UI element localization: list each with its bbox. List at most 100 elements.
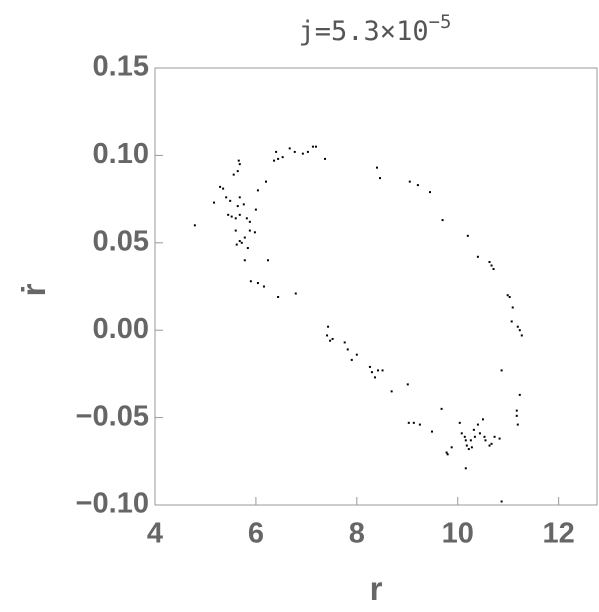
point [441, 219, 444, 222]
point [267, 259, 270, 262]
point [492, 268, 495, 271]
point [281, 156, 284, 159]
point [248, 220, 251, 223]
point [242, 203, 245, 206]
point [249, 280, 252, 283]
point [246, 247, 249, 250]
point [493, 435, 496, 438]
point [464, 467, 467, 470]
x-tick-label: 6 [248, 518, 264, 550]
point [428, 191, 431, 194]
point [355, 353, 358, 356]
point [408, 180, 411, 183]
point [520, 334, 523, 337]
point [373, 376, 376, 379]
point [346, 348, 349, 351]
point [484, 439, 487, 442]
title-exponent: −5 [429, 11, 452, 33]
x-tick-label: 8 [349, 518, 365, 550]
point [326, 334, 329, 337]
point [238, 196, 241, 199]
point [483, 435, 486, 438]
point [458, 421, 461, 424]
point [377, 369, 380, 372]
point [234, 217, 237, 220]
chart-title: j=5.3×10−5 [299, 11, 452, 47]
point [277, 157, 280, 160]
y-tick-label: 0.15 [93, 51, 149, 83]
point [446, 453, 449, 456]
point [500, 369, 503, 372]
point [460, 432, 463, 435]
point [311, 145, 314, 148]
x-axis-label: r [370, 570, 383, 607]
point [225, 196, 228, 199]
point [238, 213, 241, 216]
point [193, 224, 196, 227]
point [234, 229, 237, 232]
point [476, 255, 479, 258]
point [229, 199, 232, 202]
y-tick-label: −0.10 [76, 488, 149, 520]
point [516, 423, 519, 426]
point [472, 428, 475, 431]
point [236, 205, 239, 208]
point [469, 439, 472, 442]
point [314, 145, 317, 148]
point [498, 437, 501, 440]
point [500, 500, 503, 503]
point [235, 243, 238, 246]
point [516, 325, 519, 328]
plot-frame [154, 67, 598, 506]
point [253, 231, 256, 234]
point [490, 264, 493, 267]
point [464, 439, 467, 442]
title-base: j=5.3×10 [299, 16, 429, 47]
point [331, 337, 334, 340]
point [407, 421, 410, 424]
point [465, 444, 468, 447]
y-tick-label: 0.05 [93, 225, 149, 257]
point [243, 236, 246, 239]
point [230, 215, 233, 218]
point [350, 358, 353, 361]
point [243, 259, 246, 262]
point [293, 150, 296, 153]
x-tick-label: 4 [147, 518, 163, 550]
point [463, 435, 466, 438]
point [219, 185, 222, 188]
point [440, 407, 443, 410]
point [518, 393, 521, 396]
point [510, 320, 513, 323]
point [232, 173, 235, 176]
point [245, 217, 248, 220]
point [467, 448, 470, 451]
point [368, 365, 371, 368]
point [237, 159, 240, 162]
point [277, 295, 280, 298]
point [273, 159, 276, 162]
point [343, 341, 346, 344]
point [248, 229, 251, 232]
point [418, 423, 421, 426]
point [481, 418, 484, 421]
point [238, 163, 241, 166]
y-tick-label: 0.00 [93, 313, 149, 345]
point [381, 369, 384, 372]
point [227, 213, 230, 216]
point [445, 451, 448, 454]
point [213, 201, 216, 204]
point [416, 184, 419, 187]
point [476, 423, 479, 426]
point [222, 187, 225, 190]
point [329, 339, 332, 342]
x-tick-label: 12 [543, 518, 575, 550]
point [506, 294, 509, 297]
y-axis-label: ṙ [15, 283, 52, 296]
point [301, 152, 304, 155]
point [370, 371, 373, 374]
point [265, 180, 267, 183]
point [256, 282, 259, 285]
point [488, 444, 491, 447]
